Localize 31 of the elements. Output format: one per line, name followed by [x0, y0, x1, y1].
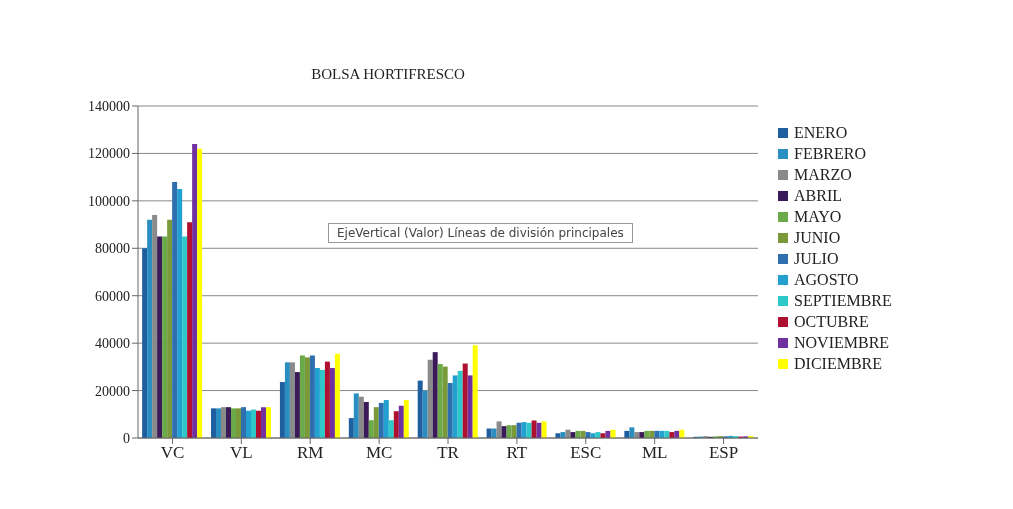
- y-tick-label: 40000: [95, 336, 130, 352]
- y-tick-label: 120000: [88, 146, 130, 162]
- legend-label: SEPTIEMBRE: [794, 291, 892, 310]
- legend-label: NOVIEMBRE: [794, 333, 890, 352]
- y-tick-label: 140000: [88, 98, 130, 114]
- legend-label: AGOSTO: [794, 270, 859, 289]
- y-tick-label: 0: [123, 430, 130, 446]
- x-tick-label: VL: [230, 443, 253, 463]
- legend-label: DICIEMBRE: [794, 354, 882, 373]
- y-tick-label: 100000: [88, 193, 130, 209]
- x-tick-label: TR: [437, 443, 460, 463]
- y-tick-label: 60000: [95, 288, 130, 304]
- x-tick-label: ESC: [570, 443, 602, 463]
- legend-label: MAYO: [794, 207, 842, 226]
- legend-label: ENERO: [794, 123, 848, 142]
- legend-label: ABRIL: [794, 186, 842, 205]
- x-tick-label: VC: [160, 443, 185, 463]
- legend-label: JULIO: [794, 249, 839, 268]
- chart-title: BOLSA HORTIFRESCO: [310, 66, 466, 83]
- x-tick-label: MC: [365, 443, 393, 463]
- x-tick-label: ESP: [708, 443, 739, 463]
- y-tick-label: 80000: [95, 241, 130, 257]
- y-tick-label: 20000: [95, 383, 130, 399]
- legend-label: JUNIO: [794, 228, 841, 247]
- legend-label: MARZO: [794, 165, 852, 184]
- legend-label: OCTUBRE: [794, 312, 869, 331]
- x-tick-label: RM: [296, 443, 324, 463]
- annotation: EjeVertical (Valor) Líneas de división principales: [328, 223, 633, 243]
- x-tick-label: ML: [641, 443, 668, 463]
- x-tick-label: RT: [506, 443, 528, 463]
- legend-label: FEBRERO: [794, 144, 867, 163]
